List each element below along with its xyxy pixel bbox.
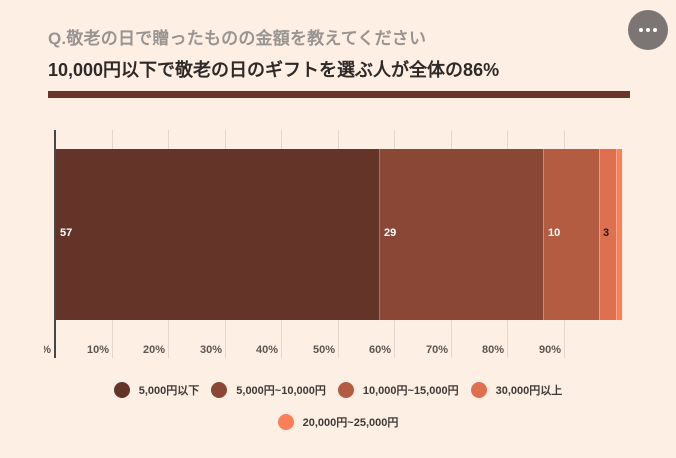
bar-segment-under-5000[interactable]: 57 bbox=[56, 149, 379, 320]
x-tick-label: 60% bbox=[368, 344, 391, 356]
x-tick-label: 80% bbox=[481, 344, 504, 356]
x-tick-label: 30% bbox=[199, 344, 222, 356]
x-tick-label: 90% bbox=[538, 344, 561, 356]
legend-item-20000-25000[interactable]: 20,000円~25,000円 bbox=[277, 414, 399, 430]
legend-label: 10,000円~15,000円 bbox=[362, 385, 459, 397]
legend-label: 20,000円~25,000円 bbox=[302, 417, 399, 429]
segment-value-label: 10 bbox=[548, 227, 561, 239]
segment-value-label: 29 bbox=[384, 227, 397, 239]
x-tick-label: 40% bbox=[255, 344, 278, 356]
bar-segment-10000-15000[interactable]: 10 bbox=[543, 149, 599, 320]
bar-segment-over-30000[interactable]: 3 bbox=[599, 149, 616, 320]
legend-item-5000-10000[interactable]: 5,000円~10,000円 bbox=[211, 382, 326, 398]
stacked-bar: 57 29 10 3 bbox=[56, 149, 622, 320]
legend-swatch-icon bbox=[211, 382, 228, 398]
legend-row-2: 20,000円~25,000円 bbox=[0, 414, 676, 430]
legend-swatch-icon bbox=[113, 382, 130, 398]
legend-swatch-icon bbox=[337, 382, 354, 398]
bar-segment-20000-25000[interactable] bbox=[616, 149, 622, 320]
x-tick-label: 50% bbox=[312, 344, 335, 356]
more-horizontal-icon bbox=[639, 28, 643, 32]
legend-item-over-30000[interactable]: 30,000円以上 bbox=[470, 382, 563, 398]
legend-swatch-icon bbox=[277, 414, 294, 430]
legend-item-10000-15000[interactable]: 10,000円~15,000円 bbox=[337, 382, 459, 398]
chart-title: 10,000円以下で敬老の日のギフトを選ぶ人が全体の86% bbox=[48, 60, 500, 80]
x-tick-label: 0% bbox=[44, 344, 51, 356]
legend-swatch-icon bbox=[470, 382, 487, 398]
x-tick-label: 70% bbox=[425, 344, 448, 356]
legend-row-1: 5,000円以下 5,000円~10,000円 10,000円~15,000円 … bbox=[0, 382, 676, 398]
chart-subtitle: Q.敬老の日で贈ったものの金額を教えてください bbox=[48, 29, 427, 48]
x-tick-label: 10% bbox=[86, 344, 109, 356]
title-rule bbox=[48, 91, 630, 98]
legend-label: 5,000円以下 bbox=[138, 385, 200, 397]
x-tick-label: 20% bbox=[142, 344, 165, 356]
legend-item-under-5000[interactable]: 5,000円以下 bbox=[113, 382, 200, 398]
bar-segment-5000-10000[interactable]: 29 bbox=[379, 149, 543, 320]
segment-value-label: 3 bbox=[603, 227, 610, 239]
legend-label: 30,000円以上 bbox=[495, 385, 563, 397]
y-axis-line bbox=[54, 130, 56, 358]
segment-value-label: 57 bbox=[60, 227, 73, 239]
legend-label: 5,000円~10,000円 bbox=[236, 385, 326, 397]
more-options-button[interactable] bbox=[628, 10, 668, 50]
